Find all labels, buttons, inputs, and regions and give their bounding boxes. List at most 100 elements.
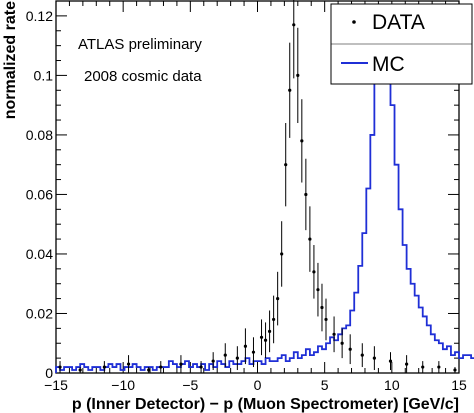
data-point (360, 343, 364, 368)
x-tick-label: 15 (451, 377, 467, 393)
data-marker (300, 139, 304, 143)
mc-histogram-line (55, 12, 474, 373)
data-point (259, 319, 264, 356)
data-marker (78, 368, 82, 372)
data-marker (179, 362, 183, 366)
data-marker (235, 356, 239, 360)
data-point (147, 367, 151, 373)
data-point (304, 158, 308, 231)
data-marker (316, 288, 320, 292)
data-marker (251, 350, 256, 354)
axis-ticks: −15 −10 −5 0 5 10 15 0 0.02 0.04 0.06 0.08 0.1 0.12 (26, 1, 467, 393)
data-point (372, 346, 376, 371)
data-marker (324, 317, 328, 322)
data-point (263, 322, 268, 359)
data-marker (199, 365, 203, 369)
y-axis-label: normalized rate (2, 1, 19, 119)
data-point (453, 367, 457, 373)
data-marker (102, 365, 106, 369)
data-marker (211, 359, 215, 363)
data-marker (421, 365, 425, 369)
data-marker (276, 297, 280, 301)
data-point (223, 343, 227, 368)
y-tick-label: 0.04 (26, 246, 53, 262)
data-point (102, 361, 106, 373)
data-point (78, 367, 82, 373)
data-point (332, 316, 336, 353)
data-point (340, 328, 344, 359)
data-point (276, 271, 280, 326)
y-tick-label: 0.06 (26, 186, 53, 202)
data-point (280, 221, 284, 287)
data-point (312, 245, 316, 299)
data-marker (360, 353, 364, 357)
data-point (348, 334, 352, 365)
data-point (437, 361, 441, 373)
data-marker (292, 23, 296, 27)
data-series (58, 0, 457, 373)
data-marker (296, 73, 300, 77)
data-marker (272, 317, 276, 322)
data-point (292, 0, 296, 79)
data-marker (348, 347, 352, 351)
data-point (284, 123, 288, 207)
annotation-atlas-preliminary: ATLAS preliminary (78, 36, 202, 53)
legend-label-data: DATA (372, 11, 425, 34)
data-point (388, 352, 393, 371)
data-marker (332, 332, 336, 336)
data-point (320, 283, 324, 332)
data-marker (126, 362, 131, 366)
data-marker (259, 335, 264, 339)
x-tick-label: 5 (321, 377, 329, 393)
data-marker (437, 365, 441, 369)
data-point (272, 295, 276, 344)
y-tick-label: 0.02 (26, 305, 53, 321)
data-point (179, 355, 183, 373)
data-point (296, 27, 300, 124)
data-marker (267, 329, 272, 333)
legend-label-mc: MC (372, 53, 405, 76)
data-point (324, 298, 328, 341)
data-point (211, 352, 215, 371)
data-point (405, 355, 409, 373)
data-point (300, 99, 304, 183)
mc-series (55, 12, 474, 373)
data-point (199, 361, 203, 373)
annotation-cosmic-data: 2008 cosmic data (84, 68, 202, 85)
data-marker (159, 365, 163, 369)
data-point (126, 355, 131, 373)
data-marker (284, 163, 288, 167)
x-axis-label: p (Inner Detector) − p (Muon Spectromete… (72, 396, 459, 413)
data-marker (340, 341, 344, 345)
x-tick-label: −15 (44, 377, 68, 393)
data-marker (308, 237, 312, 241)
y-tick-label: 0.12 (26, 8, 53, 24)
data-marker (405, 362, 409, 366)
data-marker (263, 338, 268, 342)
data-point (267, 310, 272, 353)
data-marker (304, 192, 308, 197)
data-marker (147, 368, 151, 372)
data-marker (320, 305, 324, 310)
data-marker (243, 344, 248, 348)
data-point (159, 361, 163, 373)
data-point (308, 206, 312, 272)
y-tick-label: 0 (45, 365, 53, 381)
data-marker (312, 270, 316, 274)
data-point (235, 346, 239, 371)
legend-marker-data (352, 20, 356, 24)
data-marker (223, 353, 227, 357)
data-point (288, 42, 292, 138)
x-tick-label: −10 (111, 377, 135, 393)
y-tick-label: 0.1 (34, 67, 54, 83)
data-point (421, 361, 425, 373)
data-point (58, 361, 62, 373)
data-marker (58, 365, 62, 369)
data-marker (288, 88, 292, 92)
data-marker (453, 368, 457, 372)
data-point (316, 262, 320, 317)
x-tick-label: 0 (254, 377, 262, 393)
data-marker (280, 252, 284, 256)
data-marker (388, 359, 393, 363)
